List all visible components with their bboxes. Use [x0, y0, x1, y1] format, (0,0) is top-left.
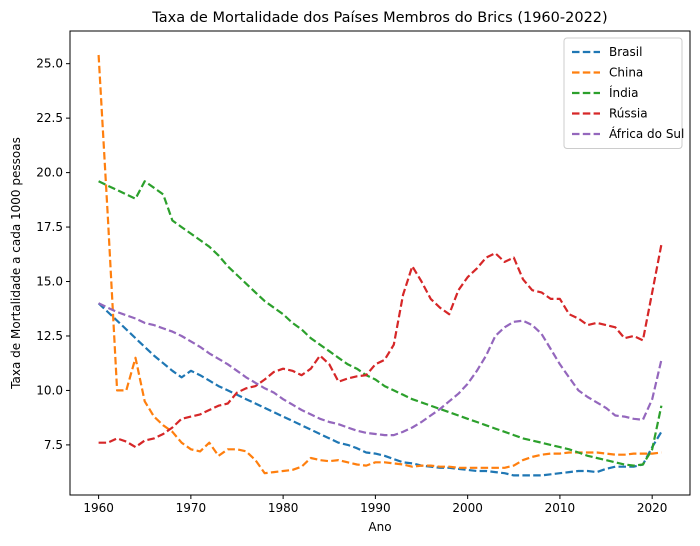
series-line-2 — [98, 180, 663, 467]
x-tick-label: 1980 — [268, 501, 299, 515]
y-tick-label: 7.5 — [44, 438, 63, 452]
y-axis-title: Taxa de Mortalidade a cada 1000 pessoas — [9, 137, 23, 390]
x-tick-label: 2000 — [452, 501, 483, 515]
y-tick-label: 15.0 — [36, 275, 63, 289]
x-tick-label: 1990 — [360, 501, 391, 515]
series-layer — [97, 54, 663, 477]
y-axis: 7.5 10.0 12.5 15.0 17.5 20.0 22.5 25.0 — [36, 57, 70, 452]
legend-label: Índia — [609, 85, 638, 100]
y-tick-label: 10.0 — [36, 383, 63, 397]
y-tick-label: 12.5 — [36, 329, 63, 343]
x-tick-label: 2020 — [637, 501, 668, 515]
legend-box — [563, 37, 683, 149]
legend-label: Rússia — [609, 107, 648, 121]
y-tick-label: 25.0 — [36, 57, 63, 71]
series-line-1 — [97, 54, 662, 475]
legend-label: China — [609, 66, 643, 80]
y-tick-label: 17.5 — [36, 220, 63, 234]
x-tick-label: 2010 — [545, 501, 576, 515]
chart-title: Taxa de Mortalidade dos Países Membros d… — [151, 10, 607, 26]
legend-label: África do Sul — [609, 126, 684, 141]
series-line-3 — [98, 244, 663, 449]
plot-frame — [69, 30, 691, 496]
x-tick-label: 1970 — [176, 501, 207, 515]
x-axis-title: Ano — [368, 520, 391, 534]
y-tick-label: 20.0 — [36, 166, 63, 180]
y-tick-label: 22.5 — [36, 111, 63, 125]
series-line-4 — [98, 302, 663, 437]
series-line-0 — [97, 302, 663, 477]
legend: Brasil China Índia Rússia África do Sul — [563, 37, 684, 149]
x-axis: 1960 1970 1980 1990 2000 2010 2020 — [83, 495, 667, 515]
x-tick-label: 1960 — [83, 501, 114, 515]
legend-label: Brasil — [609, 45, 642, 59]
plot-area — [69, 30, 691, 496]
